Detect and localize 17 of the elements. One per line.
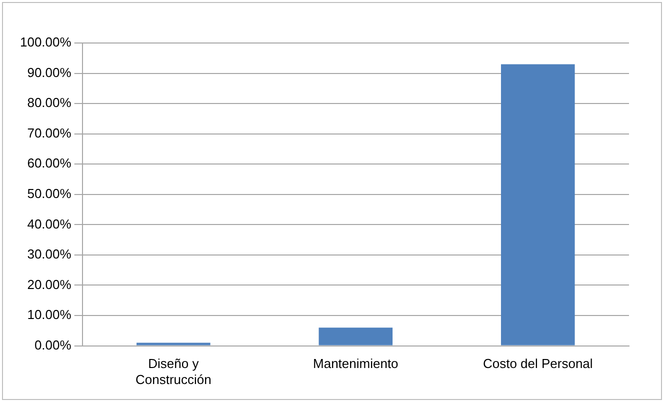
bar	[500, 64, 575, 346]
x-tick-label: Diseño y Construcción	[135, 356, 212, 387]
y-tick-label: 90.00%	[27, 64, 72, 80]
y-tick-label: 0.00%	[34, 337, 72, 352]
bar	[318, 328, 393, 346]
y-tick-label: 60.00%	[27, 156, 72, 171]
y-tick-label: 10.00%	[27, 307, 72, 322]
x-tick-label: Mantenimiento	[313, 356, 398, 372]
y-tick-label: 50.00%	[27, 186, 72, 201]
y-tick-label: 40.00%	[27, 216, 72, 232]
y-tick-label: 20.00%	[27, 276, 72, 292]
y-tick-label: 30.00%	[27, 246, 72, 262]
y-tick-label: 80.00%	[27, 95, 72, 110]
y-tick-label: 70.00%	[27, 125, 72, 140]
y-tick-label: 100.00%	[20, 34, 72, 50]
bar	[136, 342, 210, 346]
x-tick-label: Costo del Personal	[482, 356, 593, 372]
